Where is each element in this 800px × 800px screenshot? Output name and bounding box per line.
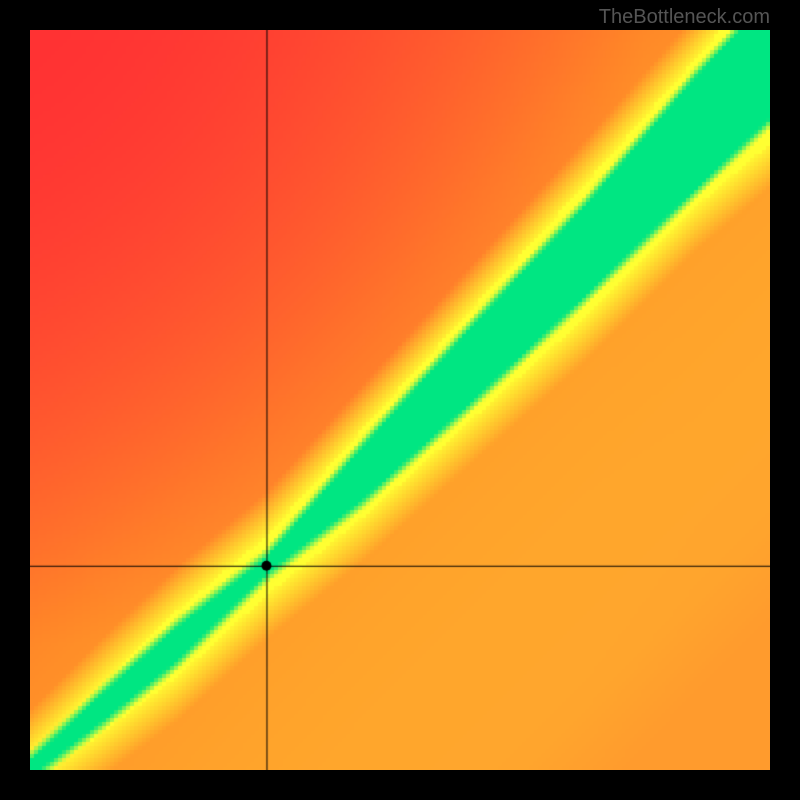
heatmap-plot [30, 30, 770, 770]
root-container: TheBottleneck.com [0, 0, 800, 800]
heatmap-canvas [30, 30, 770, 770]
watermark-text: TheBottleneck.com [599, 6, 770, 29]
